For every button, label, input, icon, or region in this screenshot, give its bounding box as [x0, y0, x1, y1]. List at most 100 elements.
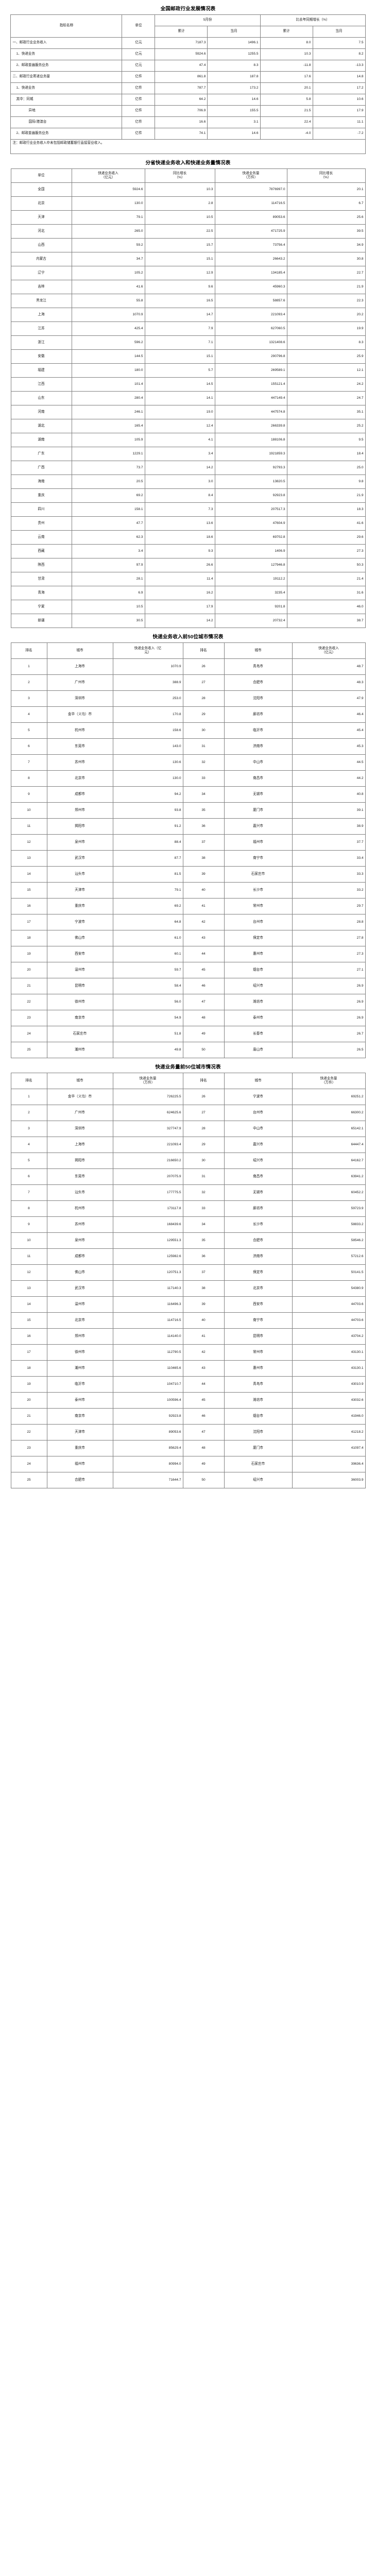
table-row: 20 泰州市 100596.4 45 潍坊市 43032.6 — [10, 1392, 366, 1409]
city-name: 重庆市 — [46, 1440, 113, 1456]
header-city: 城市 — [46, 642, 113, 659]
table-row: 国际/港澳台 亿件 16.6 3.1 22.4 11.1 — [10, 116, 366, 128]
region-name: 广东 — [10, 447, 72, 461]
region-name: 贵州 — [10, 516, 72, 531]
express-revenue: 246.1 — [71, 405, 145, 419]
city-name: 汕头市 — [46, 866, 113, 883]
city-name-2: 北京市 — [224, 1280, 293, 1297]
city-name: 徐州市 — [46, 994, 113, 1010]
express-revenue-2: 44.2 — [292, 770, 366, 787]
table-row: 12 佛山市 120751.3 37 保定市 50141.5 — [10, 1264, 366, 1281]
express-volume: 110465.6 — [112, 1360, 183, 1377]
table-row: 4 金华（义乌）市 170.8 29 廊坊市 46.4 — [10, 706, 366, 723]
revenue-growth: 17.9 — [144, 600, 215, 614]
revenue-growth: 2.8 — [144, 196, 215, 211]
row-cum: 64.2 — [155, 94, 208, 106]
row-gcur: 7.5 — [312, 37, 366, 49]
rank: 14 — [10, 866, 47, 883]
city-name-2: 西安市 — [224, 1296, 293, 1313]
city-name-2: 唐山市 — [224, 1042, 293, 1058]
express-volume: 114140.0 — [112, 1328, 183, 1345]
express-revenue: 34.7 — [71, 252, 145, 266]
rank: 4 — [10, 1137, 47, 1153]
rank: 8 — [10, 1200, 47, 1217]
rank-2: 50 — [182, 1472, 225, 1488]
express-volume: 1321408.6 — [214, 335, 287, 350]
express-revenue: 58.4 — [112, 978, 183, 994]
table3-body: 1 上海市 1070.9 26 青岛市 48.7 2 广州市 388.9 27 合肥市 48.3 3 深圳… — [10, 658, 366, 1058]
rank: 12 — [10, 834, 47, 851]
city-name-2: 长春市 — [224, 1026, 293, 1042]
rank: 25 — [10, 1472, 47, 1488]
rank-2: 47 — [182, 1424, 225, 1440]
row-cur: 187.8 — [207, 71, 261, 83]
region-name: 四川 — [10, 502, 72, 517]
city-name: 重庆市 — [46, 898, 113, 914]
city-name-2: 沈阳市 — [224, 1424, 293, 1440]
table-row: 广东 1229.1 3.4 1921859.3 18.4 — [10, 447, 366, 461]
table-row: 16 重庆市 69.2 41 常州市 29.7 — [10, 898, 366, 914]
rank: 23 — [10, 1010, 47, 1026]
row-gcur: 11.1 — [312, 116, 366, 128]
row-label: 国际/港澳台 — [10, 116, 123, 128]
city-name-2: 厦门市 — [224, 802, 293, 819]
region-name: 海南 — [10, 474, 72, 489]
city-name-2: 绍兴市 — [224, 1472, 293, 1488]
express-volume: 92923.8 — [214, 488, 287, 503]
city-name-2: 临沂市 — [224, 722, 293, 739]
rank-2: 47 — [182, 994, 225, 1010]
table-row: 广西 73.7 14.2 92793.3 25.0 — [10, 461, 366, 475]
row-label: 2、邮政普遍服务业务 — [10, 128, 123, 140]
table-row: 10 郑州市 93.8 35 厦门市 39.1 — [10, 802, 366, 819]
express-volume: 89053.6 — [214, 210, 287, 225]
volume-growth: 9.5 — [286, 433, 366, 447]
express-volume: 221093.4 — [112, 1137, 183, 1153]
rank: 22 — [10, 994, 47, 1010]
rank: 7 — [10, 754, 47, 771]
city-name-2: 嘉兴市 — [224, 818, 293, 835]
table-row: 6 东莞市 207075.9 31 南昌市 63941.2 — [10, 1168, 366, 1185]
region-name: 山西 — [10, 238, 72, 252]
city-name-2: 台州市 — [224, 1105, 293, 1121]
express-revenue: 425.4 — [71, 321, 145, 336]
header-revenue-line1: 快递业务收入（亿 — [134, 646, 162, 650]
row-gcum: -4.0 — [260, 128, 313, 140]
region-name: 黑龙江 — [10, 294, 72, 308]
header-volume2-line2: （万件） — [321, 1081, 336, 1084]
table-row: 2 广州市 624625.6 27 台州市 66300.2 — [10, 1105, 366, 1121]
city-name: 揭阳市 — [46, 818, 113, 835]
table-row: 7 苏州市 130.6 32 中山市 44.5 — [10, 754, 366, 771]
city-name: 徐州市 — [46, 1344, 113, 1361]
table-row: 5 揭阳市 216650.2 30 绍兴市 64162.7 — [10, 1153, 366, 1169]
table-row: 湖南 105.9 4.1 188106.8 9.5 — [10, 433, 366, 447]
row-unit: 亿件 — [122, 105, 156, 117]
row-label: 1、快递业务 — [10, 82, 123, 94]
rank: 3 — [10, 1121, 47, 1137]
volume-growth: 50.3 — [286, 558, 366, 572]
express-revenue: 79.1 — [71, 210, 145, 225]
city-name: 温州市 — [46, 1296, 113, 1313]
city-name: 广州市 — [46, 1105, 113, 1121]
volume-growth: 21.4 — [286, 572, 366, 586]
header-revenue2-line1: 快递业务收入 — [318, 646, 339, 650]
table-row: 11 成都市 125982.6 36 济南市 57212.6 — [10, 1248, 366, 1265]
header-growth1-line1: 同比增长 — [173, 171, 187, 175]
region-name: 全国 — [10, 182, 72, 197]
rank: 10 — [10, 802, 47, 819]
revenue-growth: 13.6 — [144, 516, 215, 531]
city-name-2: 厦门市 — [224, 1440, 293, 1456]
table-row: 18 佛山市 61.0 43 保定市 27.8 — [10, 930, 366, 946]
table-row: 山西 59.2 15.7 73756.4 34.9 — [10, 238, 366, 252]
revenue-growth: 14.7 — [144, 308, 215, 322]
revenue-growth: 11.4 — [144, 572, 215, 586]
row-gcum: -11.8 — [260, 60, 313, 72]
rank-2: 43 — [182, 930, 225, 946]
revenue-growth: 16.5 — [144, 294, 215, 308]
rank: 19 — [10, 1376, 47, 1393]
express-revenue-2: 33.2 — [292, 882, 366, 899]
row-cur: 173.2 — [207, 82, 261, 94]
table3-title: 快递业务收入前50位城市情况表 — [152, 634, 224, 640]
rank: 21 — [10, 978, 47, 994]
city-name-2: 中山市 — [224, 1121, 293, 1137]
row-cur: 1496.1 — [207, 37, 261, 49]
